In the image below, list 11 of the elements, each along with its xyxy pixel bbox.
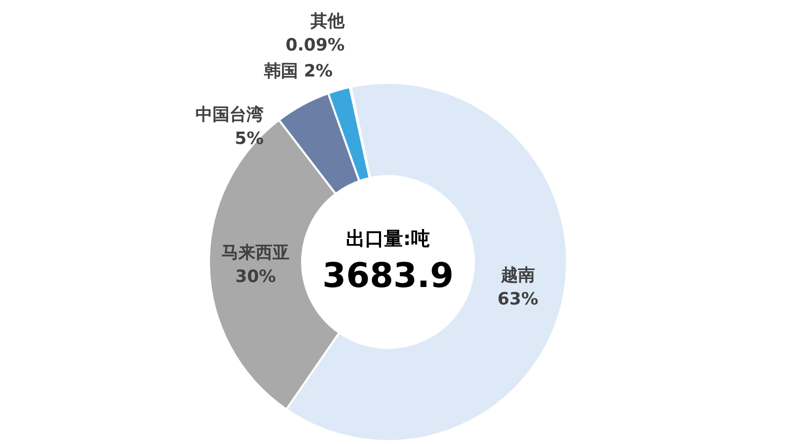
data-label: 30%	[235, 266, 276, 287]
text: 出口量:吨	[346, 228, 430, 250]
slice-label: 越南	[500, 265, 535, 286]
data-label: 0.09%	[286, 36, 345, 56]
slice-label: 韩国 2%	[262, 62, 333, 82]
data-label: 5%	[234, 129, 264, 150]
data-label: 63%	[498, 289, 538, 310]
slice-label: 中国台湾	[196, 105, 264, 126]
slice-label: 其他	[310, 12, 346, 32]
slice-label: 马来西亚	[222, 242, 290, 263]
text: 3683.9	[322, 256, 454, 296]
